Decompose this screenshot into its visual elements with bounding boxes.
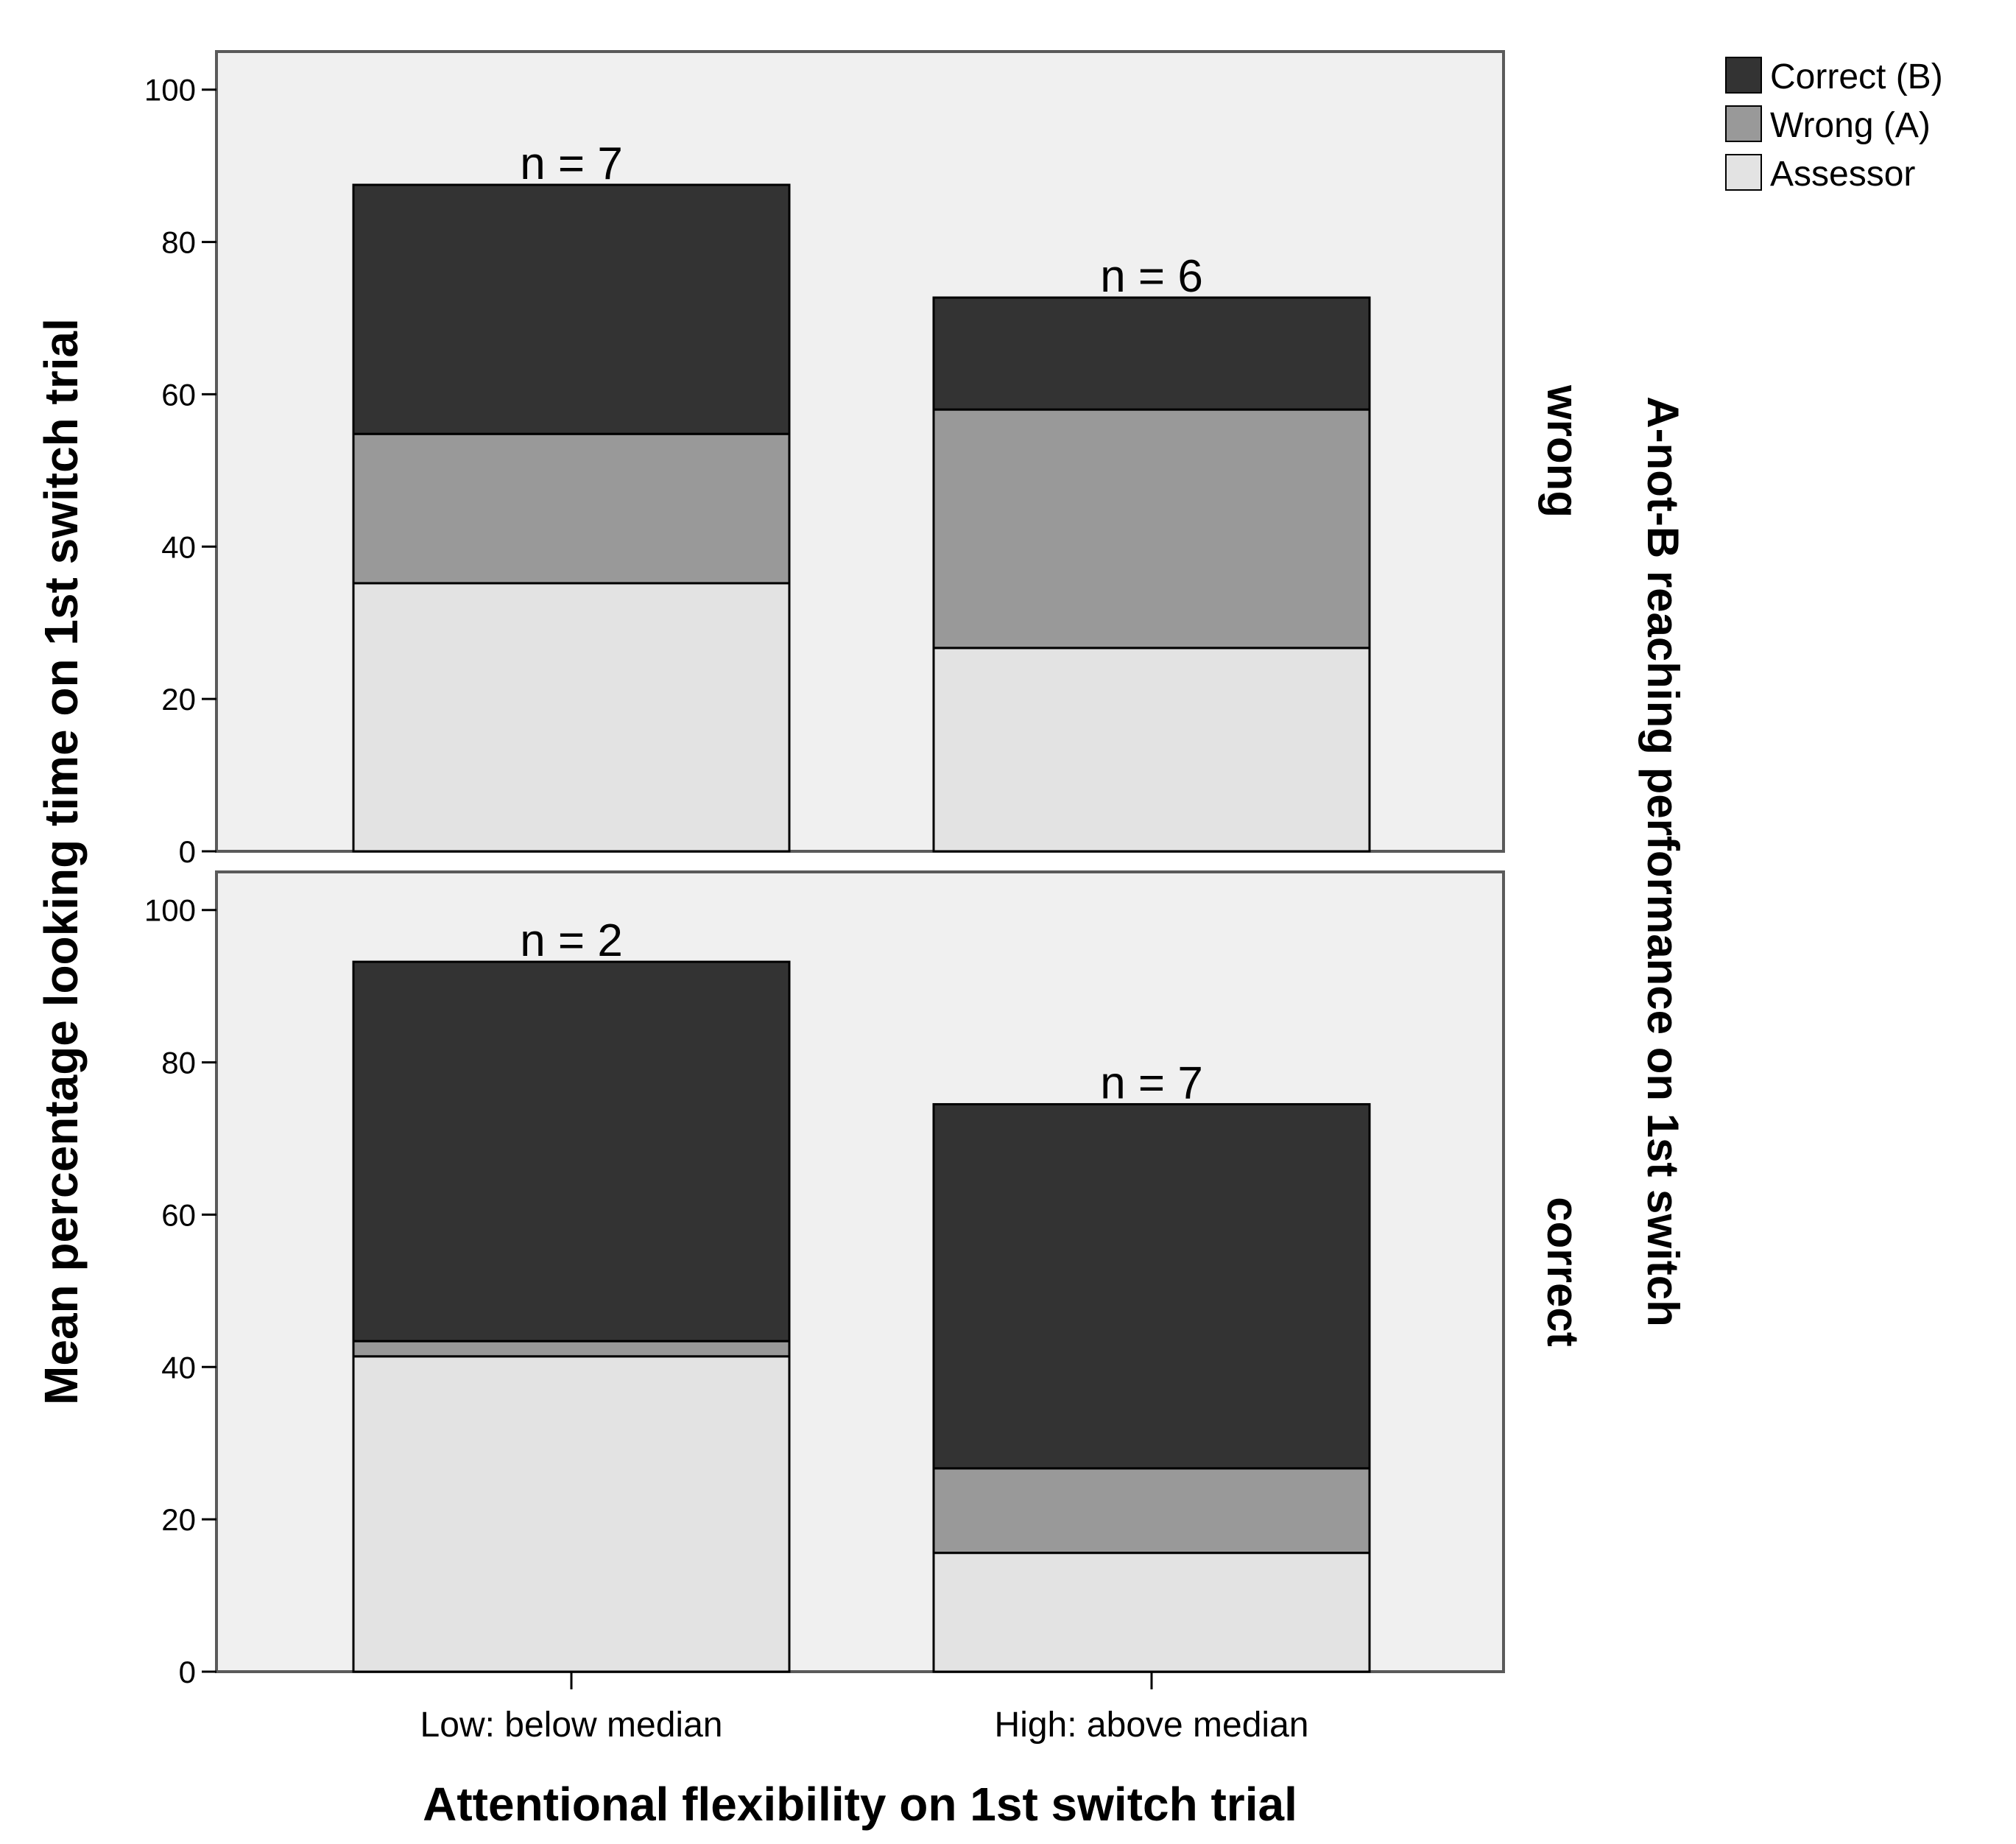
y-tick-label-wrong-0: 0 — [179, 834, 196, 869]
y-tick-label-correct-0: 0 — [179, 1655, 196, 1689]
y-tick-label-wrong-40: 40 — [161, 529, 196, 564]
panel-label-wrong: wrong — [1538, 384, 1587, 518]
facet-title: A-not-B reaching performance on 1st swit… — [1638, 396, 1688, 1327]
bar-segment-correct-high-above-median-wrong-a — [932, 1467, 1371, 1555]
legend-label-wrong-a: Wrong (A) — [1770, 106, 1931, 145]
bar-segment-wrong-low-below-median-assessor — [352, 582, 791, 853]
x-tick-label-high-above-median: High: above median — [995, 1706, 1309, 1745]
legend-swatch-correct-b — [1725, 57, 1762, 94]
bar-segment-correct-high-above-median-correct-b — [932, 1102, 1371, 1470]
legend-swatch-wrong-a — [1725, 105, 1762, 142]
y-axis-title: Mean percentage looking time on 1st swit… — [35, 318, 88, 1405]
bar-segment-wrong-high-above-median-correct-b — [932, 296, 1371, 411]
bar-segment-wrong-low-below-median-wrong-a — [352, 432, 791, 585]
y-tick-label-wrong-60: 60 — [161, 377, 196, 412]
y-tick-label-correct-60: 60 — [161, 1197, 196, 1232]
n-label-wrong-high-above-median: n = 6 — [1100, 251, 1203, 302]
x-tick-label-low-below-median: Low: below median — [420, 1706, 723, 1745]
bar-segment-correct-high-above-median-assessor — [932, 1552, 1371, 1673]
x-axis-title: Attentional flexibility on 1st switch tr… — [423, 1778, 1297, 1831]
panel-label-correct: correct — [1538, 1197, 1587, 1346]
y-tick-label-wrong-80: 80 — [161, 225, 196, 260]
n-label-wrong-low-below-median: n = 7 — [520, 138, 623, 189]
y-tick-label-wrong-20: 20 — [161, 682, 196, 717]
bar-segment-correct-low-below-median-assessor — [352, 1355, 791, 1673]
y-tick-label-correct-80: 80 — [161, 1046, 196, 1080]
n-label-correct-high-above-median: n = 7 — [1100, 1058, 1203, 1108]
legend-swatch-assessor — [1725, 154, 1762, 191]
bar-segment-wrong-high-above-median-assessor — [932, 647, 1371, 853]
legend-label-correct-b: Correct (B) — [1770, 57, 1943, 96]
bar-segment-wrong-high-above-median-wrong-a — [932, 408, 1371, 650]
bar-segment-wrong-low-below-median-correct-b — [352, 183, 791, 435]
legend-label-assessor: Assessor — [1770, 155, 1915, 194]
y-tick-label-wrong-100: 100 — [144, 73, 196, 108]
n-label-correct-low-below-median: n = 2 — [520, 915, 623, 966]
y-tick-label-correct-100: 100 — [144, 893, 196, 928]
y-tick-label-correct-40: 40 — [161, 1350, 196, 1384]
bar-segment-correct-low-below-median-wrong-a — [352, 1340, 791, 1358]
bar-segment-correct-low-below-median-correct-b — [352, 960, 791, 1342]
y-tick-label-correct-20: 20 — [161, 1502, 196, 1537]
legend: Correct (B) Wrong (A) Assessor — [1725, 57, 1943, 194]
